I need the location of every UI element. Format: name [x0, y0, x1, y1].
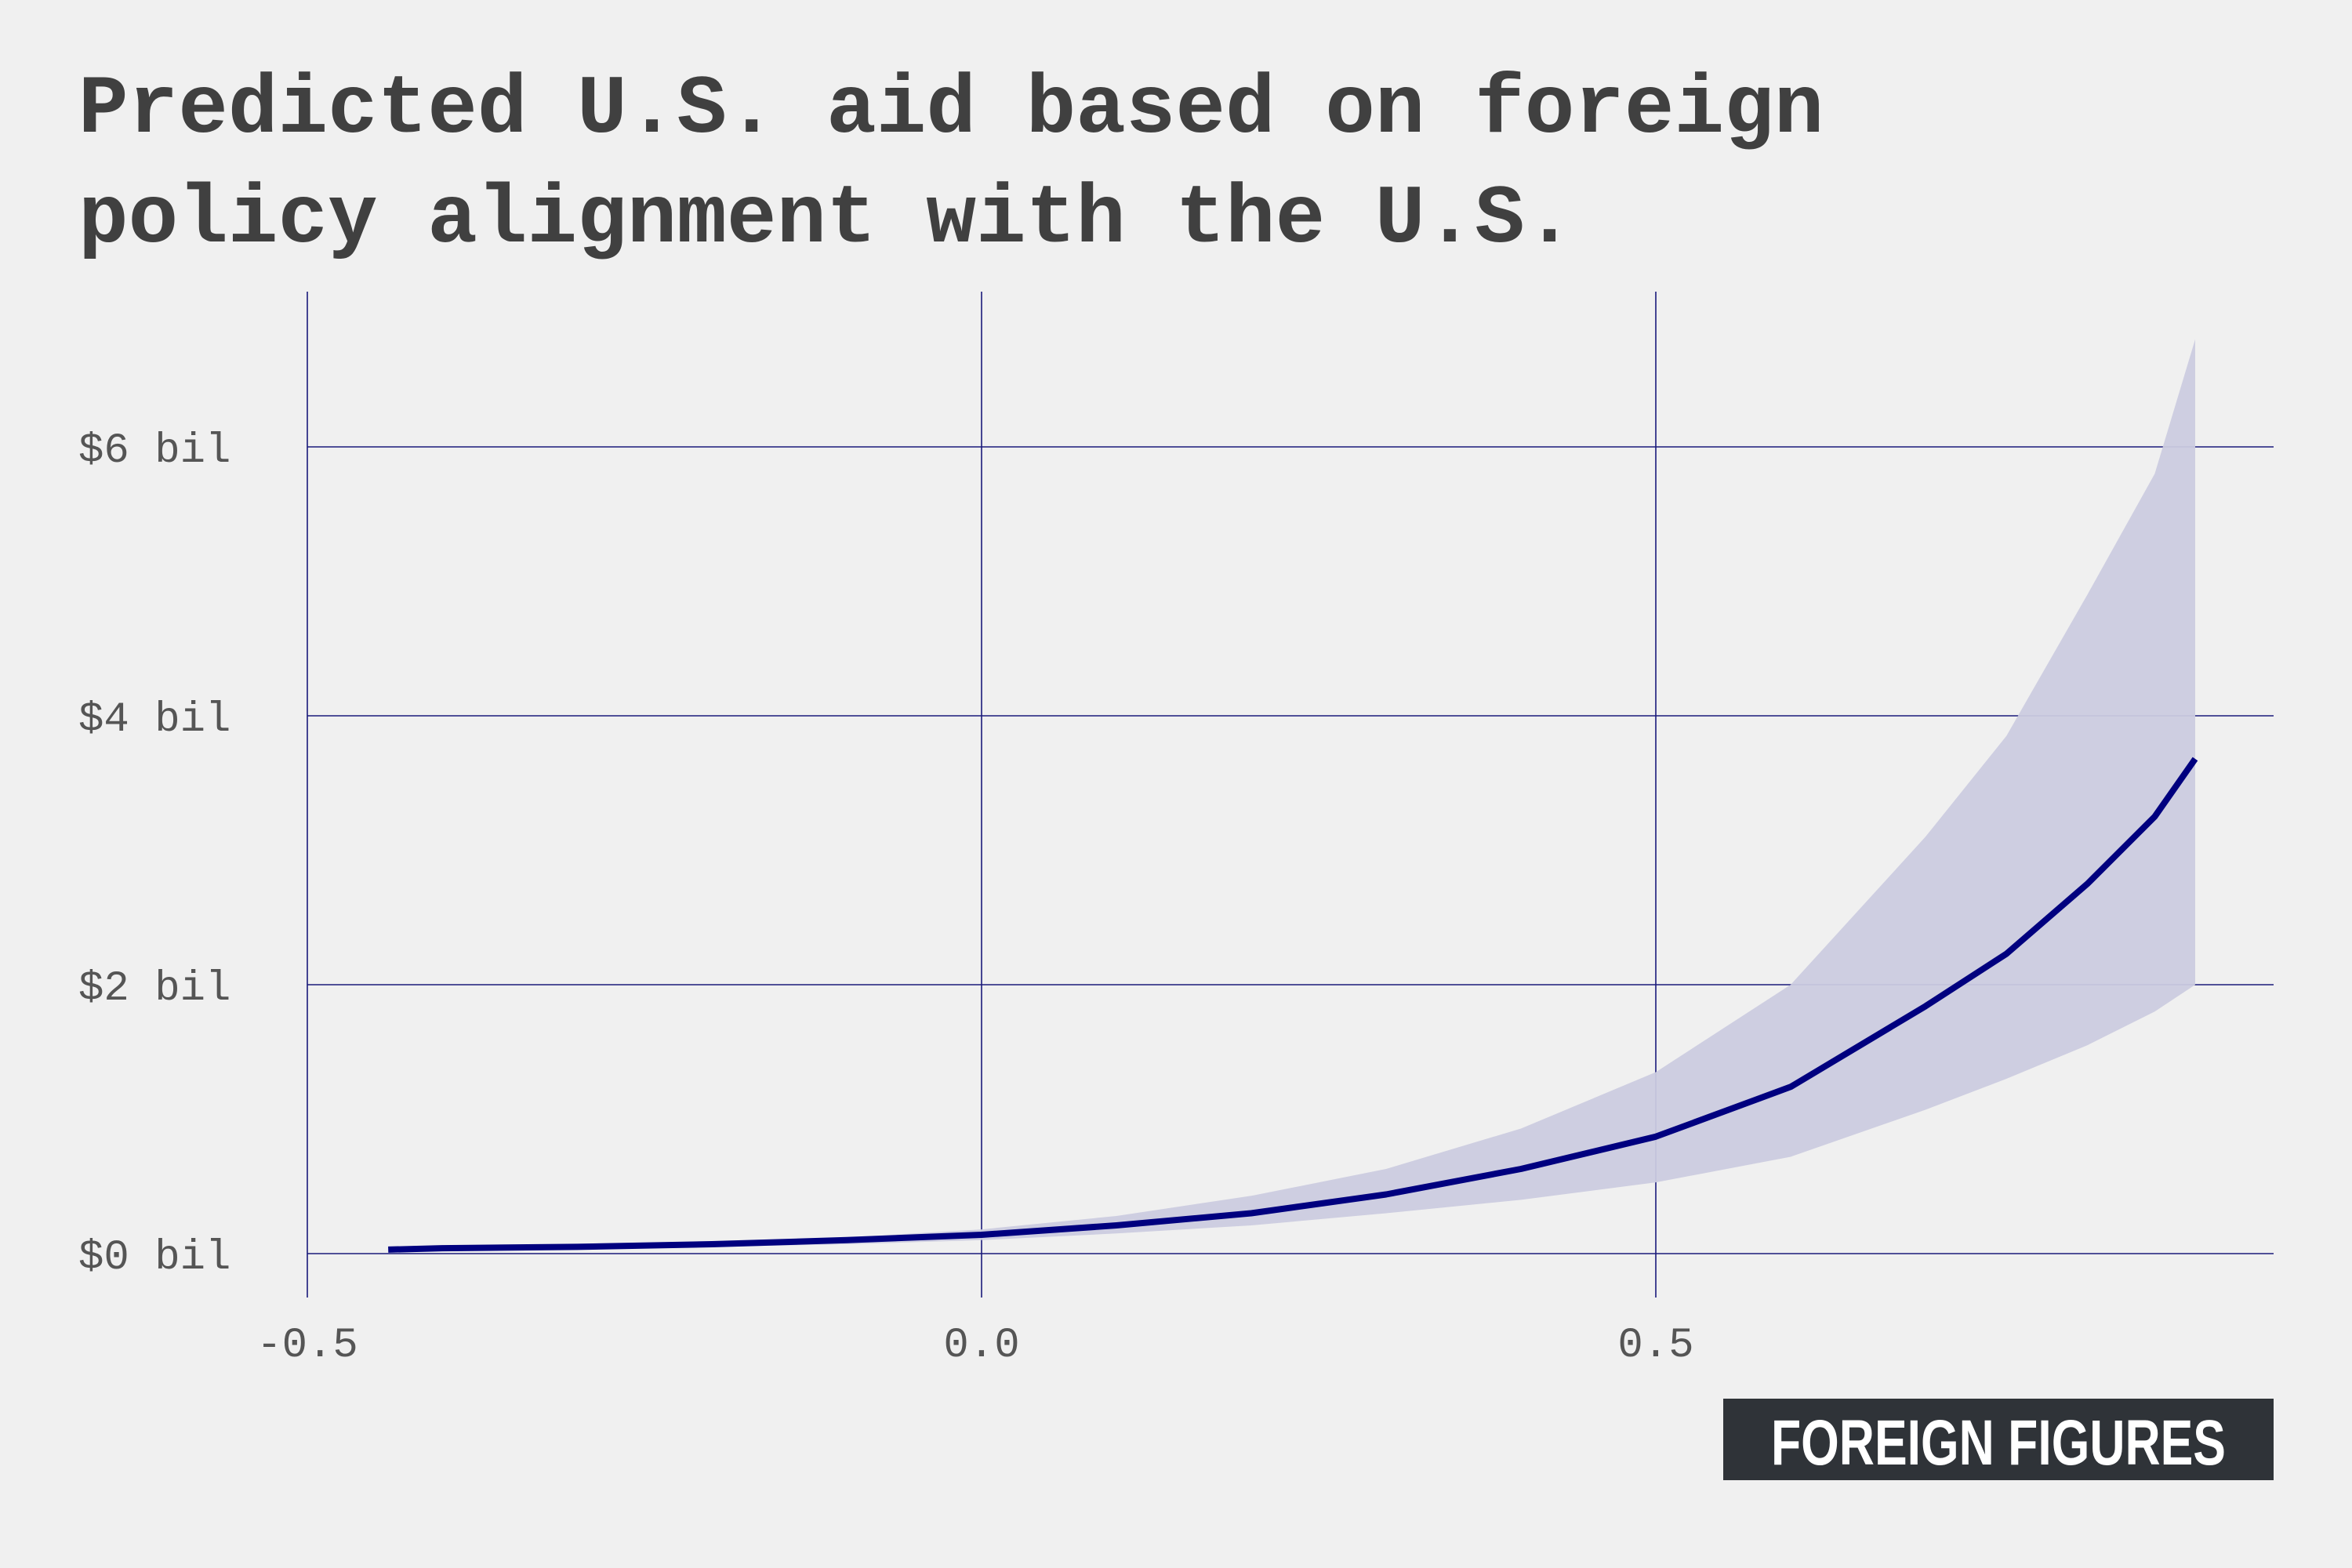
chart-title-line-1: Predicted U.S. aid based on foreign: [78, 63, 1824, 157]
brand-logo-text: FOREIGN FIGURES: [1771, 1407, 2226, 1479]
confidence-band: [388, 339, 2196, 1251]
brand-logo-background: [1723, 1399, 2274, 1480]
y-axis-tick-labels: $0 bil $2 bil $4 bil $6 bil: [78, 427, 230, 1282]
confidence-band-layer: [388, 339, 2196, 1251]
x-axis-tick-labels: -0.5 0.0 0.5: [256, 1322, 1693, 1370]
y-tick-label-1: $2 bil: [78, 965, 230, 1013]
x-tick-label-2: 0.5: [1617, 1322, 1693, 1370]
y-tick-label-0: $0 bil: [78, 1234, 230, 1282]
chart-title-line-2: policy alignment with the U.S.: [78, 172, 1574, 267]
prediction-line-layer: [388, 757, 2198, 1253]
x-tick-label-0: -0.5: [256, 1322, 358, 1370]
brand-logo: FOREIGN FIGURES: [1723, 1399, 2274, 1480]
x-tick-label-1: 0.0: [943, 1322, 1019, 1370]
y-tick-label-2: $4 bil: [78, 696, 230, 744]
y-tick-label-3: $6 bil: [78, 427, 230, 475]
prediction-line: [388, 757, 2198, 1253]
